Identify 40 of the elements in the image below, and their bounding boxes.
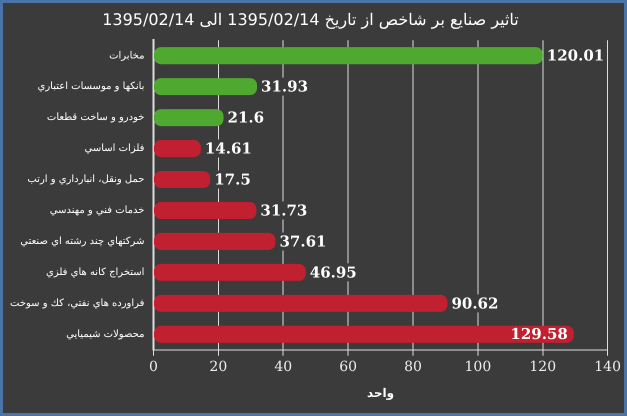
y-tick-label: خودرو و ساخت قطعات bbox=[46, 112, 144, 124]
data-label: 129.58 bbox=[510, 325, 568, 344]
y-tick-label: فلزات اساسي bbox=[84, 143, 145, 154]
y-tick-label: محصولات شيميايي bbox=[66, 328, 144, 340]
y-tick-label: استخراج کانه هاي فلزي bbox=[46, 266, 144, 278]
bar bbox=[154, 78, 258, 96]
bar bbox=[154, 232, 276, 250]
data-label: 31.93 bbox=[261, 78, 308, 96]
bar bbox=[154, 294, 448, 312]
y-tick-label: مخابرات bbox=[109, 50, 144, 62]
bar bbox=[154, 326, 574, 343]
data-label: 37.61 bbox=[279, 232, 326, 250]
x-tick-label: 120 bbox=[529, 358, 556, 375]
data-label: 31.73 bbox=[260, 201, 308, 220]
x-tick-label: 40 bbox=[274, 358, 292, 375]
bar bbox=[154, 109, 224, 126]
chart-title: تاثير صنايع بر شاخص از تاريخ 1395/02/14 الی 1395/02/14 bbox=[102, 10, 519, 29]
data-label: 14.61 bbox=[204, 139, 252, 158]
bar bbox=[154, 264, 306, 281]
bar bbox=[154, 140, 201, 158]
x-tick-label: 80 bbox=[404, 358, 422, 375]
bar bbox=[154, 171, 210, 188]
y-tick-label: بانکها و موسسات اعتباري bbox=[38, 81, 144, 92]
x-tick-label: 100 bbox=[464, 358, 492, 375]
y-tick-label: شرکتهاي چند رشته اي صنعتي bbox=[20, 236, 144, 248]
x-tick-label: 60 bbox=[339, 358, 358, 375]
data-label: 21.6 bbox=[228, 108, 264, 126]
data-label: 17.5 bbox=[214, 170, 251, 188]
data-label: 46.95 bbox=[310, 263, 357, 282]
data-label: 120.01 bbox=[546, 46, 604, 65]
y-tick-label: خدمات فني و مهندسي bbox=[50, 205, 144, 216]
bar bbox=[154, 202, 256, 219]
x-tick-label: 0 bbox=[148, 358, 158, 375]
y-tick-label: فراورده هاي نفتي، کك و سوخت bbox=[10, 298, 145, 309]
x-tick-label: 20 bbox=[209, 358, 228, 375]
bar bbox=[154, 47, 543, 64]
x-tick-label: 140 bbox=[594, 358, 622, 375]
x-axis-title: واحد bbox=[366, 386, 394, 400]
y-tick-label: حمل ونقل، انبارداري و ارتب bbox=[27, 174, 144, 186]
data-label: 90.62 bbox=[451, 294, 498, 312]
